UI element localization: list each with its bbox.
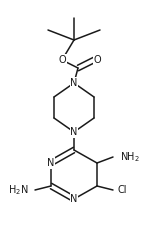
Text: N: N (70, 78, 78, 88)
Text: H$_2$N: H$_2$N (8, 183, 28, 197)
Text: O: O (58, 55, 66, 65)
Text: N: N (70, 194, 78, 204)
Text: NH$_2$: NH$_2$ (120, 150, 140, 164)
Text: Cl: Cl (118, 185, 127, 195)
Text: O: O (94, 55, 102, 65)
Text: N: N (47, 158, 55, 168)
Text: N: N (70, 127, 78, 137)
